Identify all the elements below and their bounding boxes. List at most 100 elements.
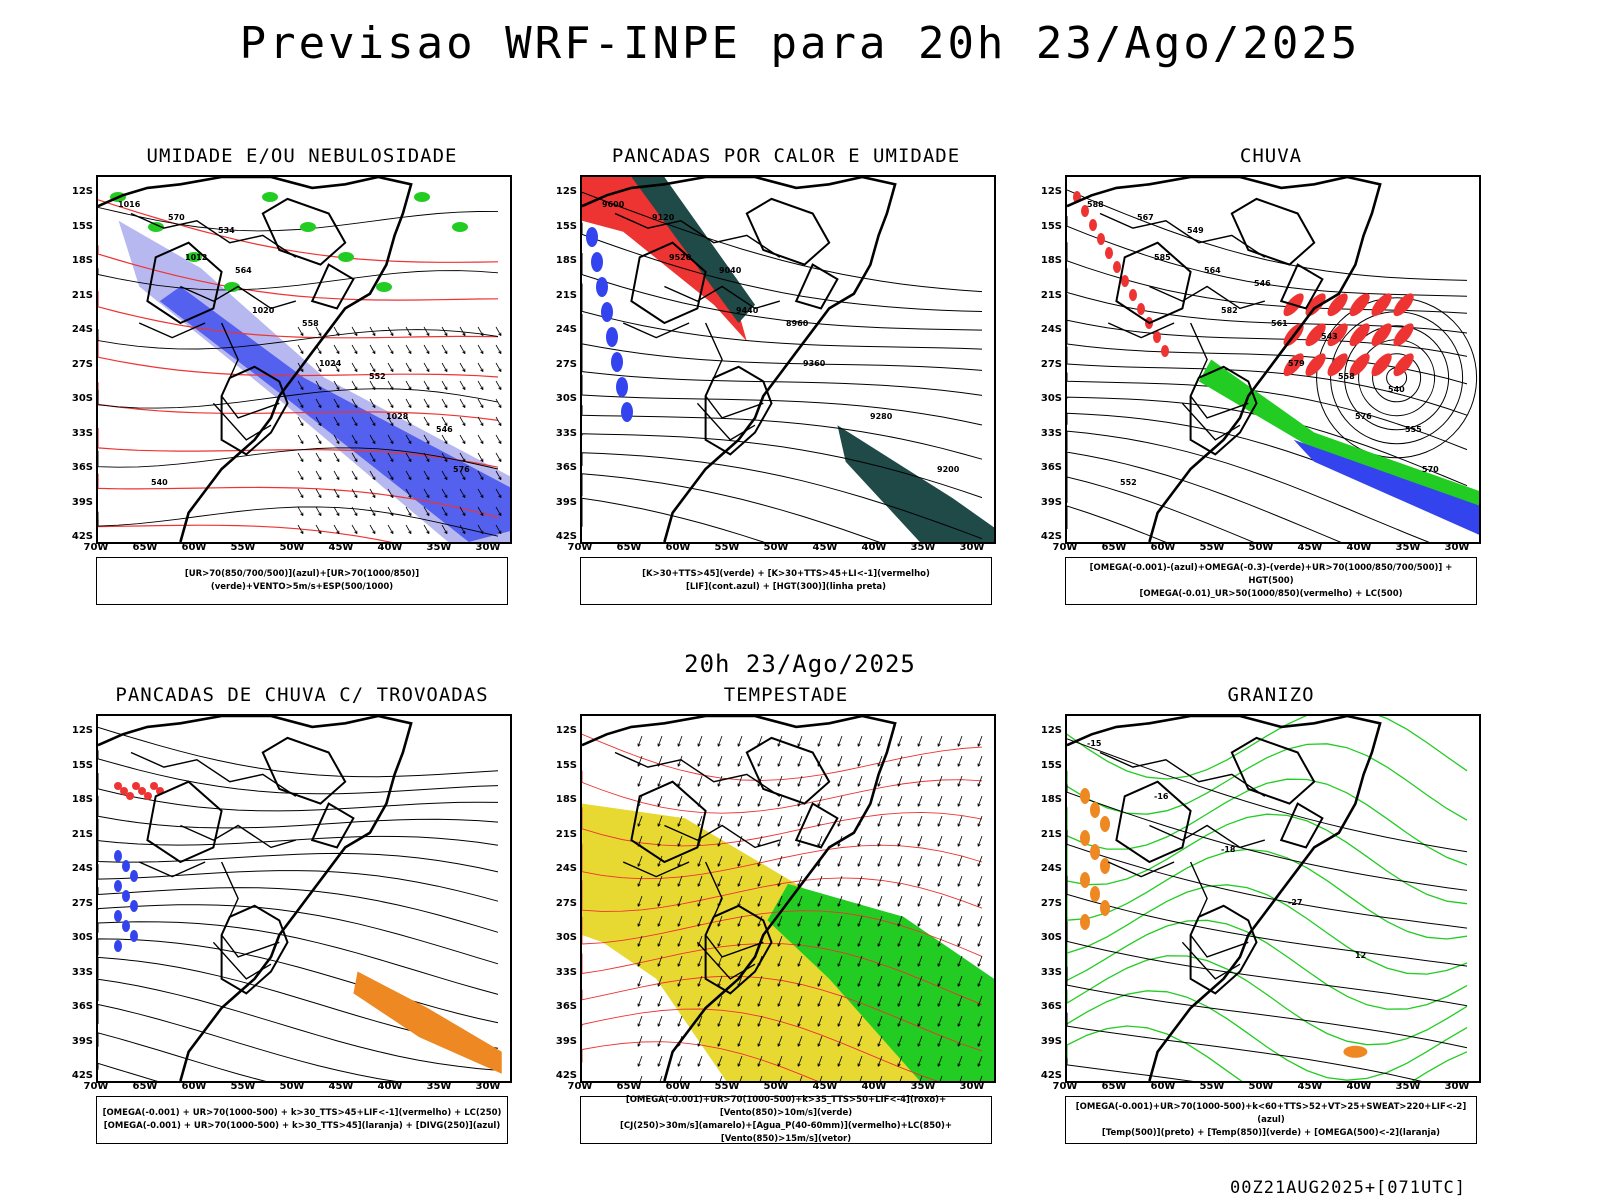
wind-vector xyxy=(977,955,983,967)
wind-vector xyxy=(877,835,883,847)
forecast-map: 1016 1012 1020 1024 1028 576 570 564 558 552 546 54… xyxy=(96,175,512,544)
wind-vector-head xyxy=(857,963,861,967)
wind-vector-head xyxy=(897,1003,901,1007)
wind-vector xyxy=(777,975,783,987)
wind-vector-head xyxy=(797,783,801,787)
contour-label: 579 xyxy=(1288,359,1305,368)
wind-vector-head xyxy=(757,923,761,927)
wind-vector-head xyxy=(318,458,322,463)
wind-vector xyxy=(717,795,723,807)
wind-vector xyxy=(917,1055,923,1067)
precip-red xyxy=(1349,353,1370,377)
wind-vector-head xyxy=(677,743,681,747)
wind-vector xyxy=(957,895,963,907)
wind-vector xyxy=(405,398,412,408)
wind-vector xyxy=(405,416,412,426)
divergence-blue xyxy=(114,850,122,862)
latitude-label: 24S xyxy=(555,863,577,874)
wind-vector xyxy=(777,755,783,767)
latitude-label: 21S xyxy=(1040,828,1062,840)
wind-vector-head xyxy=(336,494,340,499)
wind-vector xyxy=(333,488,340,498)
wind-vector xyxy=(917,815,923,827)
wind-vector xyxy=(877,875,883,887)
precip-red xyxy=(1393,293,1414,317)
panel-title: PANCADAS DE CHUVA C/ TROVOADAS xyxy=(115,684,489,706)
instability-teal xyxy=(631,177,756,323)
wind-vector-head xyxy=(336,404,340,409)
wind-vector xyxy=(297,434,304,444)
wind-vector xyxy=(677,835,683,847)
wind-vector xyxy=(797,875,803,887)
contour-label: 552 xyxy=(369,372,386,381)
wind-vector-head xyxy=(444,404,448,409)
wind-vector-head xyxy=(637,1023,641,1027)
wind-vector xyxy=(777,775,783,787)
wind-vector-head xyxy=(917,1063,921,1067)
longitude-label: 50W xyxy=(763,1081,789,1092)
longitude-label: 60W xyxy=(665,1081,691,1092)
wind-vector xyxy=(877,935,883,947)
wind-vector-head xyxy=(877,863,881,867)
wind-vector xyxy=(477,326,484,336)
wind-vector xyxy=(737,955,743,967)
wind-vector xyxy=(737,915,743,927)
wind-vector xyxy=(441,434,448,444)
low-pressure-contour xyxy=(1358,339,1436,417)
wind-vector-head xyxy=(737,843,741,847)
contour-line xyxy=(1067,738,1468,853)
wind-vector-head xyxy=(717,843,721,847)
state-border xyxy=(1181,402,1241,441)
longitude-label: 40W xyxy=(1346,1081,1372,1092)
wind-vector xyxy=(817,975,823,987)
wind-vector xyxy=(297,524,304,534)
wind-vector-head xyxy=(390,404,394,409)
wind-vector xyxy=(737,875,743,887)
contour-label: 9520 xyxy=(669,253,692,262)
contour-line xyxy=(582,843,983,880)
wind-vector-head xyxy=(677,823,681,827)
wind-vector xyxy=(877,955,883,967)
state-border xyxy=(130,751,297,797)
latitude-label: 24S xyxy=(71,324,93,335)
wind-vector xyxy=(837,875,843,887)
wind-vector xyxy=(817,815,823,827)
wind-vector xyxy=(369,470,376,480)
wind-vector-head xyxy=(897,983,901,987)
wind-vector-head xyxy=(837,1063,841,1067)
wind-vector-head xyxy=(977,823,981,827)
contour-label: 1012 xyxy=(185,253,207,262)
state-border xyxy=(1181,941,1241,980)
wind-vector xyxy=(737,1015,743,1027)
wind-vector xyxy=(637,815,643,827)
latitude-label: 12S xyxy=(1040,725,1062,736)
contour-line xyxy=(98,726,499,778)
wind-vector xyxy=(333,362,340,372)
wind-vector-head xyxy=(837,803,841,807)
contour-line xyxy=(1067,784,1468,891)
contour-line xyxy=(98,921,499,995)
wind-vector xyxy=(877,735,883,747)
forecast-map xyxy=(96,714,512,1083)
panel-title: PANCADAS POR CALOR E UMIDADE xyxy=(611,145,961,167)
wind-vector xyxy=(917,935,923,947)
state-border xyxy=(1107,861,1175,878)
wind-vector-head xyxy=(498,422,502,427)
wind-vector-head xyxy=(757,803,761,807)
wind-vector-head xyxy=(717,1043,721,1047)
humidity-area-blue xyxy=(159,286,510,542)
wind-vector xyxy=(459,380,466,390)
wind-vector-head xyxy=(354,494,358,499)
wind-vector-head xyxy=(777,1043,781,1047)
legend-line: [OMEGA(-0.001) + UR>70(1000-500) + k>30_… xyxy=(102,1108,502,1118)
wind-vector-head xyxy=(717,863,721,867)
low-humidity-green xyxy=(414,192,430,202)
wind-vector-head xyxy=(336,476,340,481)
wind-vector-head xyxy=(957,803,961,807)
wind-vector xyxy=(957,835,963,847)
contour-label: 1020 xyxy=(252,306,275,315)
contour-label: 8960 xyxy=(786,319,809,328)
wind-vector-head xyxy=(977,783,981,787)
contour-label: 9200 xyxy=(937,465,960,474)
wind-vector xyxy=(405,326,412,336)
